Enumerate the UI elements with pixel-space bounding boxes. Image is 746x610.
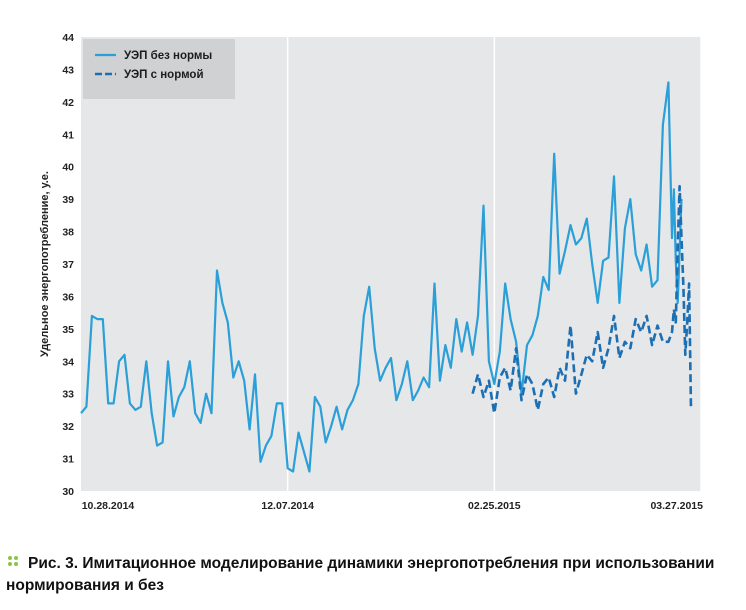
figure-label: Рис. 3. [28, 555, 79, 572]
y-tick-label: 38 [62, 227, 74, 239]
x-tick-label: 10.28.2014 [82, 500, 135, 512]
legend-label: УЭП с нормой [124, 69, 204, 81]
y-tick-label: 37 [62, 259, 74, 271]
figure-caption: Рис. 3. Имитационное моделирование динам… [6, 553, 742, 597]
y-tick-label: 35 [62, 324, 74, 336]
x-tick-label: 03.27.2015 [650, 500, 703, 512]
x-tick-label: 02.25.2015 [468, 500, 521, 512]
y-tick-label: 41 [62, 129, 74, 141]
x-tick-label: 12.07.2014 [261, 500, 314, 512]
series-line-without-norm [80, 81, 683, 473]
chart-figure: 30 31 32 33 34 35 36 37 38 39 40 41 42 43 44 10.28.2014… [39, 32, 704, 512]
caption-text: Имитационное моделирование динамики энер… [6, 555, 715, 594]
caption-dots-icon [8, 556, 20, 568]
y-axis-label: Удельное энергопотребление, у.е. [39, 171, 51, 357]
y-tick-label: 30 [62, 486, 74, 498]
y-tick-label: 34 [62, 356, 74, 368]
y-tick-label: 31 [62, 454, 74, 466]
y-tick-label: 39 [62, 194, 74, 206]
legend-box [83, 39, 235, 99]
y-tick-label: 32 [62, 421, 74, 433]
y-tick-label: 44 [62, 32, 74, 44]
y-tick-label: 42 [62, 97, 74, 109]
legend-label: УЭП без нормы [124, 50, 212, 62]
y-tick-label: 33 [62, 389, 74, 401]
line-chart: 30 31 32 33 34 35 36 37 38 39 40 41 42 43 44 10.28.2014… [39, 32, 703, 512]
y-tick-label: 40 [62, 162, 74, 174]
series-line-with-norm [471, 184, 693, 415]
y-tick-label: 36 [62, 291, 74, 303]
y-tick-label: 43 [62, 64, 74, 76]
plot-area [81, 37, 701, 491]
